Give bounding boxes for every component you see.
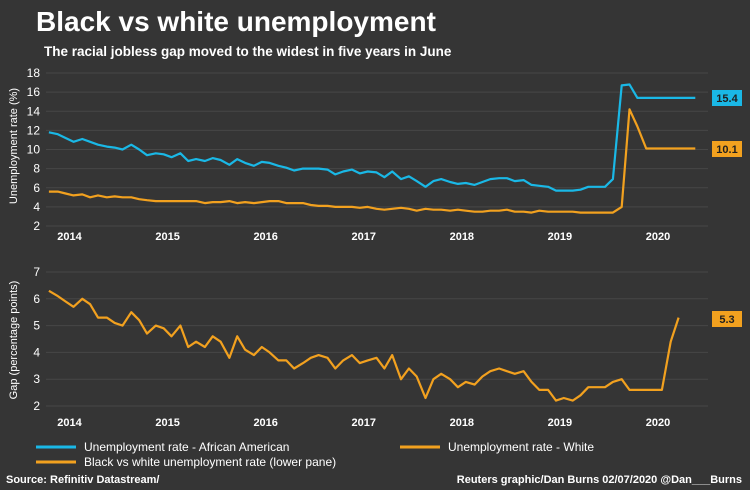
bottom-pane-y-tick-labels: 2 3 4 5 6 7 bbox=[33, 265, 40, 413]
end-label-box-white bbox=[712, 141, 742, 157]
chart-title: Black vs white unemployment bbox=[36, 6, 436, 37]
top-x-tick-label: 2015 bbox=[155, 231, 179, 243]
top-x-tick-label: 2020 bbox=[646, 231, 670, 243]
bottom-x-tick-label: 2015 bbox=[155, 417, 179, 429]
top-y-tick-label: 18 bbox=[27, 66, 41, 80]
bottom-x-tick-label: 2014 bbox=[57, 417, 82, 429]
top-x-tick-label: 2016 bbox=[253, 231, 277, 243]
source-note: Source: Refinitiv Datastream/ bbox=[6, 474, 160, 486]
bottom-y-tick-label: 6 bbox=[33, 292, 40, 306]
top-y-tick-label: 10 bbox=[27, 143, 41, 157]
top-y-tick-label: 12 bbox=[27, 123, 41, 137]
line-gap bbox=[48, 289, 680, 402]
bottom-pane-x-tick-labels: 2014 2015 2016 2017 2018 2019 2020 bbox=[57, 417, 670, 429]
legend-label-african-american: Unemployment rate - African American bbox=[84, 440, 289, 454]
top-x-tick-label: 2014 bbox=[57, 231, 82, 243]
line-white bbox=[48, 108, 696, 214]
bottom-x-tick-label: 2019 bbox=[548, 417, 572, 429]
top-y-tick-label: 4 bbox=[33, 200, 40, 214]
bottom-y-tick-label: 3 bbox=[33, 372, 40, 386]
legend-label-white: Unemployment rate - White bbox=[448, 440, 594, 454]
credit-note: Reuters graphic/Dan Burns 02/07/2020 @Da… bbox=[456, 474, 742, 486]
bottom-x-tick-label: 2017 bbox=[352, 417, 376, 429]
bottom-x-tick-label: 2018 bbox=[450, 417, 474, 429]
line-african-american bbox=[48, 83, 696, 192]
top-y-tick-label: 8 bbox=[33, 162, 40, 176]
end-label-gap: 5.3 bbox=[719, 314, 734, 326]
end-label-white: 10.1 bbox=[716, 144, 737, 156]
top-x-tick-label: 2018 bbox=[450, 231, 474, 243]
legend-label-gap: Black vs white unemployment rate (lower … bbox=[84, 455, 336, 469]
end-label-african-american: 15.4 bbox=[716, 93, 738, 105]
top-x-tick-label: 2017 bbox=[352, 231, 376, 243]
top-pane-gridlines bbox=[46, 72, 708, 227]
bottom-y-tick-label: 7 bbox=[33, 265, 40, 279]
top-y-tick-label: 14 bbox=[27, 104, 41, 118]
bottom-y-tick-label: 4 bbox=[33, 345, 40, 359]
bottom-x-tick-label: 2016 bbox=[253, 417, 277, 429]
end-label-box-gap bbox=[712, 311, 742, 327]
top-pane-series bbox=[48, 83, 696, 214]
top-y-axis-label: Unemployment rate (%) bbox=[8, 88, 20, 204]
top-x-tick-label: 2019 bbox=[548, 231, 572, 243]
top-y-tick-label: 16 bbox=[27, 85, 41, 99]
top-y-tick-label: 2 bbox=[33, 219, 40, 233]
bottom-y-axis-label: Gap (percentage points) bbox=[8, 281, 20, 400]
chart-subtitle: The racial jobless gap moved to the wide… bbox=[44, 44, 452, 59]
bottom-pane-series bbox=[48, 289, 680, 402]
bottom-x-tick-label: 2020 bbox=[646, 417, 670, 429]
top-pane-y-tick-labels: 2 4 6 8 10 12 14 16 18 bbox=[27, 66, 41, 233]
top-pane-x-tick-labels: 2014 2015 2016 2017 2018 2019 2020 bbox=[57, 231, 670, 243]
top-y-tick-label: 6 bbox=[33, 181, 40, 195]
bottom-y-tick-label: 5 bbox=[33, 319, 40, 333]
end-label-box-african-american bbox=[712, 90, 742, 106]
bottom-y-tick-label: 2 bbox=[33, 399, 40, 413]
